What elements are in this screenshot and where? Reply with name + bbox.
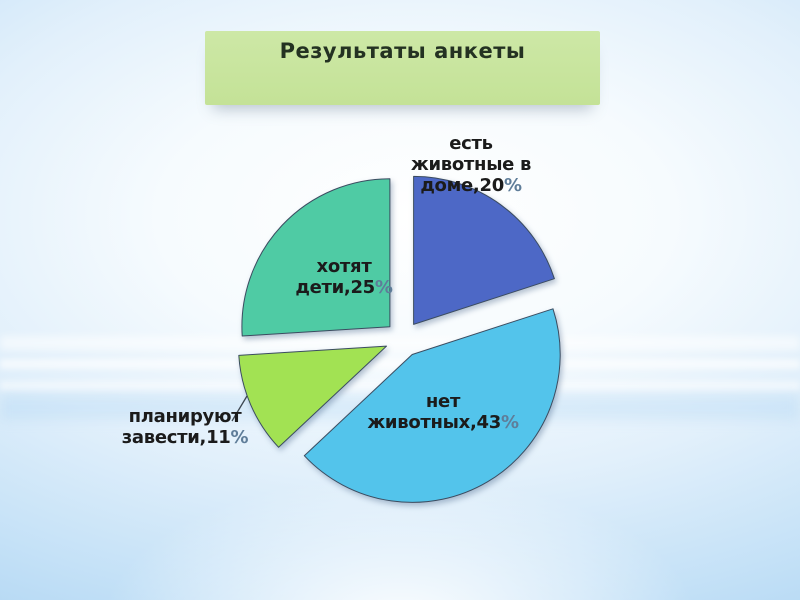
pie-label-line: животные в [410,154,532,175]
pie-slice-pets-at-home [413,175,555,325]
pie-label-plan-to-get: планируют завести,11% [90,406,280,448]
pie-label-line: хотят [316,256,372,277]
percent-sign: % [230,427,249,448]
pie-label-line: доме,20% [420,175,522,196]
pie-label-line: дети,25% [295,277,393,298]
pie-label-pets-at-home: есть животные в доме,20% [386,133,556,196]
pie-slice-no-pets [303,308,561,503]
percent-sign: % [374,277,393,298]
pie-slice-children-want [241,178,391,337]
label-leader-line [231,395,248,422]
pie-label-children-want: хотят дети,25% [259,256,429,298]
slide-title-box: Результаты анкеты [205,31,600,105]
pie-slices [238,175,561,503]
percent-sign: % [503,175,522,196]
pie-label-line: планируют [128,406,242,427]
pie-label-no-pets: нет животных,43% [343,391,543,433]
pie-slice-plan-to-get [238,345,387,448]
pie-label-line: завести,11% [121,427,249,448]
pie-label-line: нет [425,391,461,412]
pie-label-line: животных,43% [367,412,519,433]
pie-label-line: есть [449,133,493,154]
slide-title: Результаты анкеты [279,39,526,63]
percent-sign: % [500,412,519,433]
